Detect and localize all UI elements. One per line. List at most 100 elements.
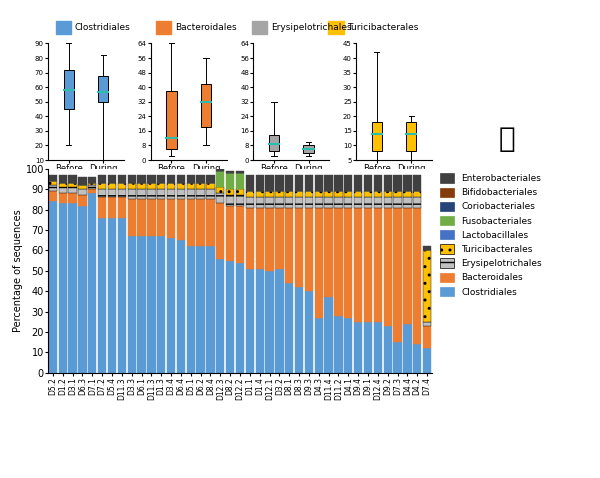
Bar — [88, 177, 97, 183]
Bar — [187, 246, 195, 373]
Bar — [305, 191, 313, 197]
Bar — [98, 218, 106, 373]
Bar — [226, 206, 235, 261]
Bar — [364, 197, 372, 207]
Bar — [394, 175, 402, 191]
Bar — [245, 175, 254, 191]
Bar — [245, 197, 254, 207]
Text: 🐕: 🐕 — [499, 125, 515, 152]
Bar — [314, 175, 323, 191]
Bar — [59, 204, 67, 373]
Bar — [256, 191, 264, 197]
Bar — [325, 197, 333, 207]
Bar — [128, 199, 136, 236]
Bar — [147, 183, 155, 189]
Bar — [314, 197, 323, 207]
Bar — [187, 189, 195, 199]
Bar — [78, 196, 86, 206]
Bar — [157, 189, 166, 199]
Bar — [196, 175, 205, 183]
Bar — [394, 197, 402, 207]
Bar — [374, 207, 382, 322]
FancyBboxPatch shape — [201, 84, 211, 127]
Bar — [167, 175, 175, 183]
Bar — [78, 206, 86, 373]
Bar — [251, 21, 267, 33]
Bar — [236, 173, 244, 189]
Bar — [49, 175, 57, 181]
Bar — [137, 199, 146, 236]
Bar — [394, 342, 402, 373]
Bar — [128, 175, 136, 183]
Bar — [157, 199, 166, 236]
Bar — [295, 287, 303, 373]
Bar — [325, 297, 333, 373]
Bar — [245, 207, 254, 269]
FancyBboxPatch shape — [304, 145, 314, 153]
Bar — [423, 250, 431, 322]
Bar — [295, 191, 303, 197]
Bar — [383, 197, 392, 207]
Bar — [325, 191, 333, 197]
Bar — [394, 207, 402, 342]
Bar — [275, 197, 284, 207]
Bar — [196, 189, 205, 199]
Bar — [155, 21, 171, 33]
Bar — [275, 269, 284, 373]
Bar — [383, 326, 392, 373]
Bar — [49, 201, 57, 373]
Bar — [295, 175, 303, 191]
Bar — [403, 324, 412, 373]
Bar — [206, 175, 215, 183]
Bar — [364, 207, 372, 322]
Bar — [157, 175, 166, 183]
Bar — [49, 185, 57, 191]
Bar — [364, 191, 372, 197]
Bar — [413, 344, 421, 373]
Bar — [364, 175, 372, 191]
Bar — [423, 322, 431, 326]
Bar — [98, 175, 106, 183]
Bar — [295, 197, 303, 207]
Bar — [226, 171, 235, 173]
Y-axis label: Percentage of sequences: Percentage of sequences — [13, 209, 23, 332]
Text: prebiotic: prebiotic — [273, 179, 310, 188]
Bar — [354, 207, 362, 322]
Text: prebiotic: prebiotic — [67, 179, 104, 188]
Bar — [275, 191, 284, 197]
Bar — [344, 197, 352, 207]
Bar — [245, 269, 254, 373]
Bar — [137, 189, 146, 199]
Bar — [49, 181, 57, 185]
Bar — [147, 175, 155, 183]
Bar — [59, 175, 67, 183]
Bar — [216, 204, 224, 259]
Bar — [295, 207, 303, 287]
Bar — [344, 191, 352, 197]
Bar — [177, 189, 185, 199]
Bar — [108, 218, 116, 373]
Bar — [226, 261, 235, 373]
Bar — [413, 197, 421, 207]
Bar — [265, 197, 274, 207]
Bar — [118, 189, 126, 197]
Bar — [236, 206, 244, 263]
Bar — [325, 175, 333, 191]
Bar — [216, 193, 224, 204]
Text: Clostridiales: Clostridiales — [75, 22, 131, 32]
Bar — [334, 207, 343, 315]
Bar — [98, 183, 106, 189]
Bar — [108, 197, 116, 218]
Bar — [196, 183, 205, 189]
Bar — [374, 191, 382, 197]
Bar — [187, 175, 195, 183]
Bar — [108, 183, 116, 189]
Bar — [68, 175, 77, 183]
Bar — [285, 191, 293, 197]
Bar — [216, 169, 224, 171]
Bar — [196, 246, 205, 373]
Bar — [334, 191, 343, 197]
Bar — [256, 207, 264, 269]
Bar — [108, 175, 116, 183]
Bar — [305, 197, 313, 207]
